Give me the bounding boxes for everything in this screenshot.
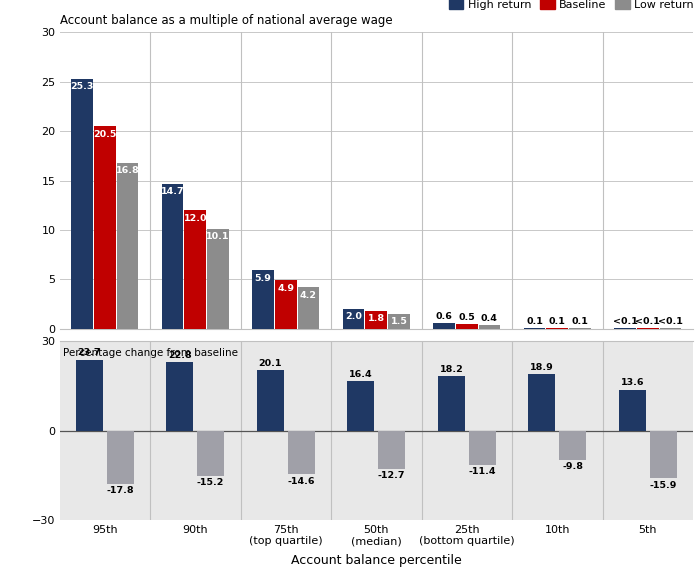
Text: 5.9: 5.9 <box>255 274 272 283</box>
Legend: High return, Baseline, Low return: High return, Baseline, Low return <box>449 0 694 10</box>
Text: 25.3: 25.3 <box>71 82 94 91</box>
Bar <box>388 314 409 329</box>
Bar <box>619 390 646 430</box>
Text: Account balance as a multiple of national average wage: Account balance as a multiple of nationa… <box>60 14 392 27</box>
Bar <box>559 430 586 460</box>
Bar <box>468 430 496 465</box>
Text: 0.1: 0.1 <box>526 318 543 326</box>
Bar <box>71 79 93 329</box>
Text: 18.9: 18.9 <box>530 363 554 372</box>
Bar <box>197 430 224 476</box>
Text: 18.2: 18.2 <box>440 365 463 373</box>
Bar <box>184 211 206 329</box>
Text: Percentage change from baseline: Percentage change from baseline <box>63 348 238 358</box>
Bar <box>167 362 193 430</box>
Text: 2.0: 2.0 <box>345 312 362 322</box>
Text: 23.7: 23.7 <box>78 348 101 357</box>
Bar <box>378 430 405 469</box>
Bar <box>76 360 103 430</box>
Text: -15.9: -15.9 <box>650 480 677 490</box>
Text: 20.1: 20.1 <box>258 359 282 368</box>
Bar <box>433 323 455 329</box>
Bar <box>288 430 315 475</box>
Text: -15.2: -15.2 <box>197 479 224 487</box>
Text: 1.5: 1.5 <box>391 318 407 326</box>
Bar <box>456 324 477 329</box>
Text: 13.6: 13.6 <box>621 379 644 387</box>
Bar <box>547 328 568 329</box>
Text: -12.7: -12.7 <box>378 471 405 480</box>
Text: 14.7: 14.7 <box>161 187 184 196</box>
Bar <box>347 382 374 430</box>
Bar <box>569 328 591 329</box>
Text: 1.8: 1.8 <box>368 315 385 323</box>
X-axis label: Account balance percentile: Account balance percentile <box>291 554 461 567</box>
Text: 0.1: 0.1 <box>549 318 566 326</box>
Text: 10.1: 10.1 <box>206 232 230 242</box>
Bar <box>528 374 555 430</box>
Bar <box>162 183 183 329</box>
Text: 20.5: 20.5 <box>93 130 116 139</box>
Text: 0.6: 0.6 <box>435 312 453 322</box>
Bar <box>94 126 116 329</box>
Text: -17.8: -17.8 <box>106 486 134 495</box>
Text: -11.4: -11.4 <box>468 467 496 476</box>
Text: 4.2: 4.2 <box>300 290 317 300</box>
Text: -9.8: -9.8 <box>562 462 583 472</box>
Text: 12.0: 12.0 <box>183 213 207 223</box>
Text: -14.6: -14.6 <box>288 477 315 486</box>
Text: <0.1: <0.1 <box>658 318 682 326</box>
Text: 0.4: 0.4 <box>481 315 498 323</box>
Bar <box>298 288 319 329</box>
Bar <box>615 328 636 329</box>
Bar <box>343 309 365 329</box>
Text: 22.8: 22.8 <box>168 351 192 360</box>
Text: 0.1: 0.1 <box>571 318 588 326</box>
Bar <box>637 328 659 329</box>
Text: 16.4: 16.4 <box>349 370 372 379</box>
Bar <box>479 325 500 329</box>
Bar <box>524 328 545 329</box>
Bar <box>438 376 465 430</box>
Text: 16.8: 16.8 <box>116 166 139 175</box>
Bar <box>365 311 387 329</box>
Bar <box>106 430 134 484</box>
Bar <box>275 280 297 329</box>
Text: <0.1: <0.1 <box>612 318 638 326</box>
Bar <box>650 430 677 478</box>
Bar <box>116 163 138 329</box>
Bar <box>207 229 229 329</box>
Bar <box>659 328 681 329</box>
Bar <box>252 270 274 329</box>
Bar <box>257 370 284 430</box>
Text: <0.1: <0.1 <box>636 318 660 326</box>
Text: 4.9: 4.9 <box>277 284 294 293</box>
Text: 0.5: 0.5 <box>458 313 475 322</box>
